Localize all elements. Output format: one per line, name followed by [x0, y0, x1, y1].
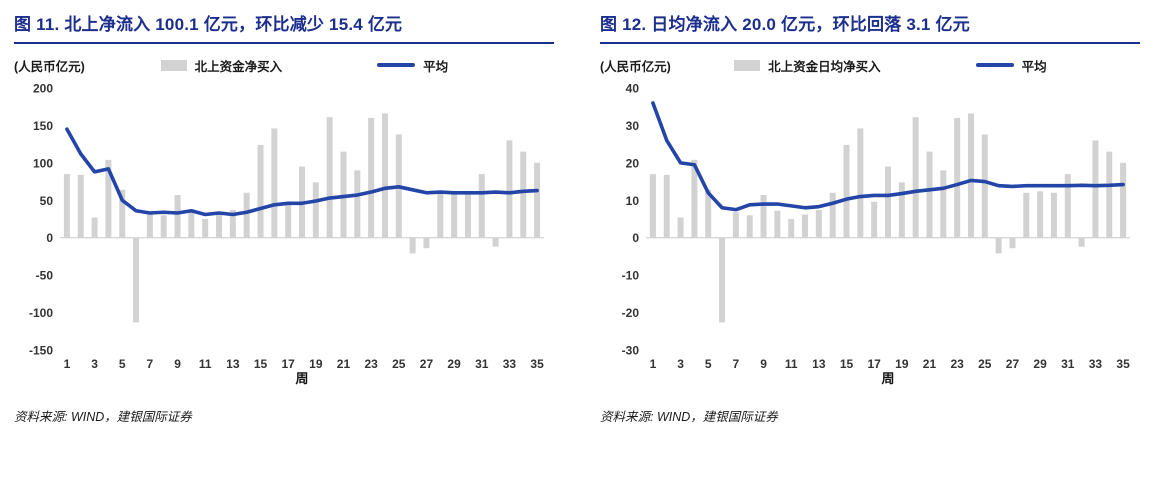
figure-12-title: 图 12. 日均净流入 20.0 亿元，环比回落 3.1 亿元: [600, 12, 1140, 45]
figure-11-legend: 北上资金净买入 平均: [160, 56, 479, 75]
svg-text:-20: -20: [622, 306, 640, 320]
svg-text:-100: -100: [29, 306, 53, 320]
svg-text:7: 7: [147, 357, 154, 371]
svg-text:3: 3: [91, 357, 98, 371]
bar-series-swatch: [734, 59, 761, 71]
bar-series-label: 北上资金日均净买入: [768, 59, 881, 74]
svg-text:周: 周: [295, 371, 308, 386]
svg-text:17: 17: [867, 357, 881, 371]
svg-text:7: 7: [733, 357, 740, 371]
svg-text:9: 9: [174, 357, 181, 371]
figure-11-source-note: 资料来源: WIND，建银国际证券: [14, 410, 192, 425]
svg-text:31: 31: [475, 357, 489, 371]
figure-12-header: (人民币亿元) 北上资金日均净买入 平均: [600, 54, 1140, 76]
line-series-swatch: [975, 63, 1014, 68]
svg-text:35: 35: [530, 357, 544, 371]
svg-text:9: 9: [760, 357, 767, 371]
svg-text:100: 100: [33, 157, 53, 171]
svg-text:0: 0: [46, 231, 53, 245]
svg-text:13: 13: [226, 357, 240, 371]
svg-text:10: 10: [626, 194, 640, 208]
svg-text:150: 150: [33, 119, 53, 133]
svg-text:-30: -30: [622, 344, 640, 358]
svg-text:19: 19: [309, 357, 323, 371]
svg-text:33: 33: [1089, 357, 1103, 371]
svg-text:27: 27: [420, 357, 434, 371]
svg-text:23: 23: [950, 357, 964, 371]
svg-text:17: 17: [281, 357, 295, 371]
svg-text:29: 29: [447, 357, 461, 371]
svg-text:5: 5: [119, 357, 126, 371]
svg-text:-150: -150: [29, 344, 53, 358]
svg-text:-50: -50: [36, 269, 54, 283]
svg-text:50: 50: [40, 194, 54, 208]
svg-text:3: 3: [677, 357, 684, 371]
svg-text:27: 27: [1006, 357, 1020, 371]
figure-11-header: (人民币亿元) 北上资金净买入 平均: [14, 54, 554, 76]
svg-text:5: 5: [705, 357, 712, 371]
line-series-swatch: [377, 63, 416, 68]
svg-text:15: 15: [840, 357, 854, 371]
svg-text:30: 30: [626, 119, 640, 133]
svg-text:周: 周: [881, 371, 894, 386]
line-series-label: 平均: [1021, 59, 1047, 74]
svg-text:23: 23: [364, 357, 378, 371]
svg-text:13: 13: [812, 357, 826, 371]
figure-12-panel: 图 12. 日均净流入 20.0 亿元，环比回落 3.1 亿元 (人民币亿元) …: [600, 12, 1140, 425]
figure-11-title: 图 11. 北上净流入 100.1 亿元，环比减少 15.4 亿元: [14, 12, 554, 45]
svg-text:33: 33: [503, 357, 517, 371]
legend-item-line: 平均: [975, 56, 1047, 75]
svg-text:21: 21: [923, 357, 937, 371]
legend-item-bars: 北上资金日均净买入: [734, 56, 881, 75]
figure-12-legend: 北上资金日均净买入 平均: [734, 56, 1077, 75]
svg-text:200: 200: [33, 82, 53, 96]
report-figures-row: 图 11. 北上净流入 100.1 亿元，环比减少 15.4 亿元 (人民币亿元…: [14, 12, 1140, 425]
legend-item-bars: 北上资金净买入: [160, 56, 283, 75]
svg-text:25: 25: [978, 357, 992, 371]
bar-series-swatch: [160, 59, 187, 71]
line-series-label: 平均: [423, 59, 449, 74]
figure-12-source-note: 资料来源: WIND，建银国际证券: [600, 410, 778, 425]
svg-text:11: 11: [785, 357, 798, 371]
svg-text:0: 0: [632, 231, 639, 245]
svg-text:29: 29: [1033, 357, 1047, 371]
svg-text:35: 35: [1116, 357, 1130, 371]
y-axis-unit-label: (人民币亿元): [600, 59, 671, 74]
svg-text:40: 40: [626, 82, 640, 96]
svg-text:15: 15: [254, 357, 268, 371]
svg-text:20: 20: [626, 157, 640, 171]
bar-series-label: 北上资金净买入: [194, 59, 283, 74]
legend-item-line: 平均: [377, 56, 448, 75]
svg-text:19: 19: [895, 357, 909, 371]
svg-text:11: 11: [199, 357, 212, 371]
svg-text:1: 1: [650, 357, 657, 371]
figure-11-panel: 图 11. 北上净流入 100.1 亿元，环比减少 15.4 亿元 (人民币亿元…: [14, 12, 554, 425]
y-axis-unit-label: (人民币亿元): [14, 59, 85, 74]
svg-text:31: 31: [1061, 357, 1075, 371]
svg-text:-10: -10: [622, 269, 640, 283]
svg-text:1: 1: [64, 357, 71, 371]
svg-text:25: 25: [392, 357, 406, 371]
svg-text:21: 21: [337, 357, 351, 371]
